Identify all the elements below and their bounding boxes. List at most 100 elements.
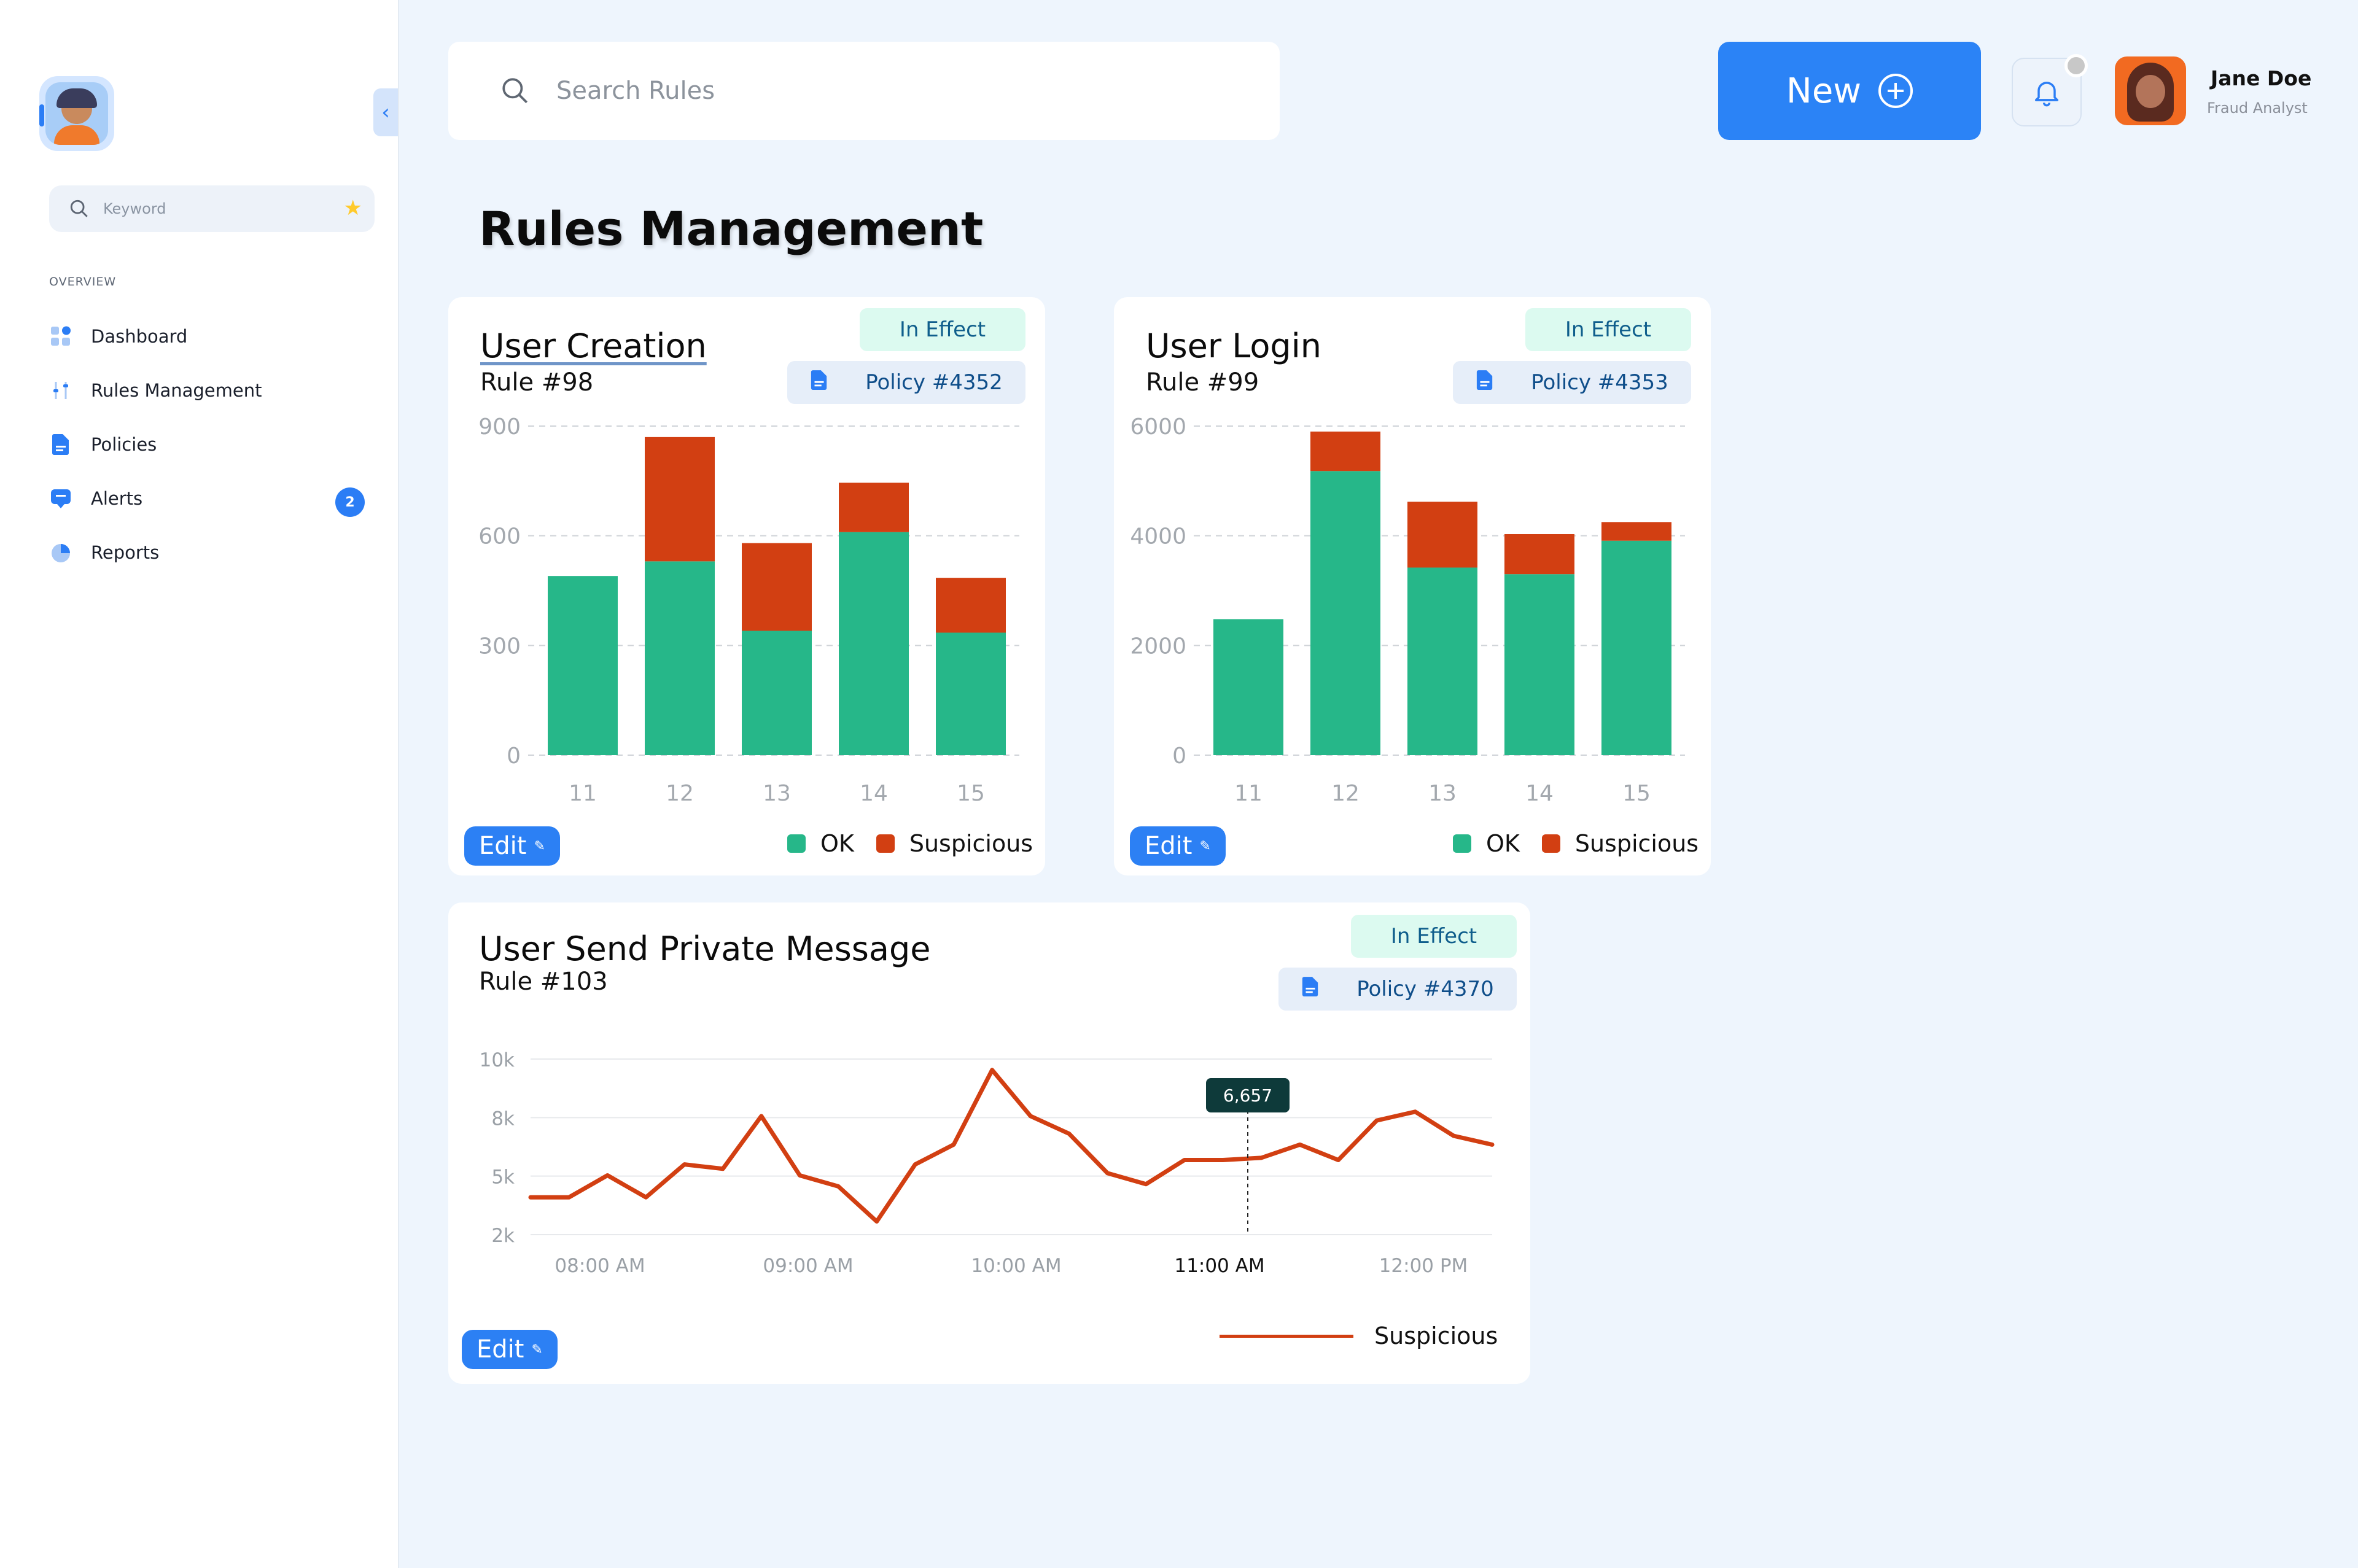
tooltip-value: 6,657: [1223, 1085, 1272, 1106]
sidebar-item-policies[interactable]: Policies: [49, 417, 368, 472]
policy-link[interactable]: Policy #4352: [787, 361, 1025, 404]
status-badge: In Effect: [860, 308, 1025, 351]
bar-ok: [1213, 619, 1283, 755]
keyword-search-input[interactable]: Keyword ★: [49, 185, 375, 232]
pencil-icon: ✎: [534, 838, 545, 854]
search-icon: [502, 78, 528, 104]
x-tick-label: 11: [1234, 781, 1263, 806]
bar-ok: [645, 561, 715, 755]
bar-suspicious: [1504, 534, 1574, 575]
legend-suspicious: Suspicious: [1374, 1322, 1498, 1349]
search-placeholder: Search Rules: [556, 77, 715, 105]
legend-suspicious: Suspicious: [1574, 830, 1699, 857]
pencil-icon: ✎: [1199, 838, 1211, 854]
keyword-placeholder: Keyword: [103, 200, 166, 217]
sidebar-item-label: Reports: [91, 542, 160, 563]
sidebar-item-dashboard[interactable]: Dashboard: [49, 309, 368, 363]
bar-suspicious: [1310, 431, 1380, 472]
edit-label: Edit: [477, 1335, 524, 1364]
suspicious-swatch: [876, 834, 895, 853]
y-tick-label: 0: [507, 743, 521, 769]
new-rule-button[interactable]: New: [1718, 42, 1981, 140]
document-icon: [1476, 370, 1494, 396]
bar-ok: [548, 576, 618, 755]
collapse-sidebar-button[interactable]: ‹: [373, 88, 398, 136]
app-logo[interactable]: [39, 76, 114, 151]
suspicious-swatch: [1541, 834, 1560, 853]
pencil-icon: ✎: [531, 1341, 543, 1357]
y-tick-label: 2k: [491, 1225, 515, 1247]
edit-button[interactable]: Edit ✎: [1130, 826, 1226, 866]
bar-ok: [1504, 574, 1574, 755]
legend-ok: OK: [820, 830, 854, 857]
chart-legend: Suspicious: [1220, 1322, 1498, 1349]
rule-number: Rule #99: [1146, 368, 1259, 397]
sidebar-item-label: Rules Management: [91, 380, 262, 401]
user-name: Jane Doe: [2211, 66, 2312, 90]
pie-chart-icon: [49, 541, 72, 564]
suspicious-line-swatch: [1220, 1334, 1353, 1338]
rule-card-user-creation: User Creation Rule #98 In Effect Policy …: [448, 297, 1045, 875]
search-rules-input[interactable]: Search Rules: [448, 42, 1280, 140]
edit-label: Edit: [479, 832, 527, 860]
line-series-suspicious: [528, 1068, 1495, 1224]
policy-link[interactable]: Policy #4353: [1453, 361, 1691, 404]
ok-swatch: [1453, 834, 1471, 853]
bar-ok: [839, 532, 909, 755]
bell-icon: [2034, 82, 2059, 107]
bar-suspicious: [839, 483, 909, 532]
edit-button[interactable]: Edit ✎: [462, 1330, 558, 1369]
page-title: Rules Management: [479, 201, 984, 256]
status-badge: In Effect: [1525, 308, 1691, 351]
line-chart-private-message: 2k 5k 8k 10k 08:00 AM 09:00 AM 10:00 AM 11:00 A…: [480, 1049, 1495, 1277]
new-button-label: New: [1786, 71, 1862, 111]
plus-circle-icon: [1878, 74, 1913, 108]
edit-label: Edit: [1145, 832, 1193, 860]
x-tick-label: 14: [1525, 781, 1554, 806]
x-tick-label: 15: [1622, 781, 1651, 806]
sliders-icon: [49, 379, 72, 402]
sidebar-item-label: Dashboard: [91, 326, 188, 347]
sidebar-nav: Dashboard Rules Management Policies Aler…: [49, 309, 368, 580]
sidebar-item-reports[interactable]: Reports: [49, 526, 368, 580]
star-icon[interactable]: ★: [343, 196, 362, 220]
rule-card-user-login: User Login Rule #99 In Effect Policy #43…: [1114, 297, 1711, 875]
y-tick-label: 5k: [491, 1166, 515, 1189]
alerts-count-badge: 2: [335, 487, 365, 517]
sidebar-item-rules-management[interactable]: Rules Management: [49, 363, 368, 417]
bar-chart-user-login: 0 2000 4000 6000 11 12 13 14 15: [1130, 414, 1685, 806]
active-marker: [39, 104, 44, 126]
rule-card-user-send-private-message: User Send Private Message Rule #103 In E…: [448, 902, 1530, 1384]
search-icon: [70, 200, 88, 217]
card-title: User Send Private Message: [479, 930, 931, 968]
bar-suspicious: [742, 543, 812, 631]
sidebar-item-alerts[interactable]: Alerts 2: [49, 472, 368, 526]
bar-suspicious: [936, 578, 1006, 633]
card-title: User Login: [1146, 327, 1321, 365]
policy-link[interactable]: Policy #4370: [1278, 968, 1517, 1011]
x-tick-label: 13: [1428, 781, 1457, 806]
edit-button[interactable]: Edit ✎: [464, 826, 560, 866]
chevron-left-icon: ‹: [381, 100, 390, 125]
dashboard-icon: [49, 325, 72, 348]
tooltip-box: [1206, 1078, 1290, 1112]
bar-suspicious: [1407, 502, 1477, 568]
notification-dot: [2064, 54, 2088, 77]
x-tick-label: 12: [1331, 781, 1360, 806]
y-tick-label: 6000: [1130, 414, 1186, 440]
document-icon: [49, 433, 72, 456]
card-title: User Creation: [480, 327, 707, 365]
chart-legend: OK Suspicious: [1453, 830, 1698, 857]
x-tick-label: 08:00 AM: [554, 1255, 645, 1277]
notifications-button[interactable]: [2012, 58, 2082, 126]
alert-message-icon: [49, 487, 72, 510]
section-label: OVERVIEW: [49, 275, 117, 289]
y-tick-label: 2000: [1130, 634, 1186, 659]
legend-suspicious: Suspicious: [909, 830, 1033, 857]
user-avatar[interactable]: [2115, 56, 2186, 125]
legend-ok: OK: [1486, 830, 1520, 857]
y-tick-label: 4000: [1130, 524, 1186, 549]
x-tick-label: 11: [569, 781, 597, 806]
bar-suspicious: [645, 437, 715, 562]
x-tick-label: 09:00 AM: [763, 1255, 853, 1277]
